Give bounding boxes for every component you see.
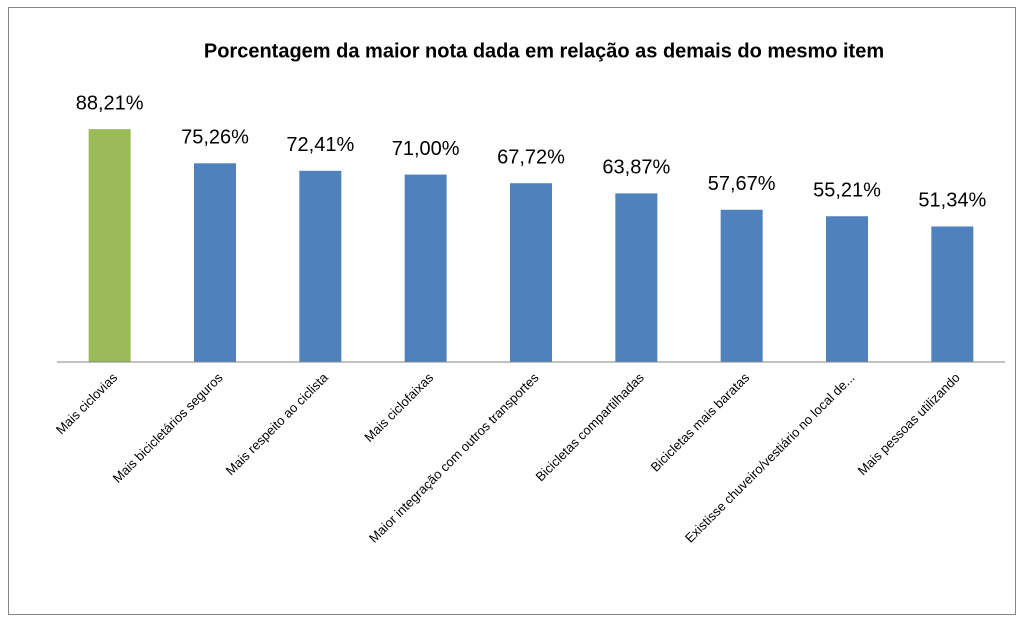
- bar: [720, 209, 763, 362]
- bar: [404, 174, 447, 362]
- chart-title: Porcentagem da maior nota dada em relaçã…: [204, 40, 884, 62]
- value-label: 57,67%: [708, 173, 776, 195]
- value-label: 75,26%: [181, 127, 249, 149]
- value-label: 55,21%: [813, 180, 881, 202]
- value-label: 51,34%: [918, 190, 986, 212]
- bar: [931, 226, 974, 362]
- value-label: 63,87%: [602, 157, 670, 179]
- value-label: 67,72%: [497, 147, 565, 169]
- bar: [88, 129, 131, 362]
- value-label: 88,21%: [76, 92, 144, 114]
- bar: [615, 193, 658, 362]
- bar: [510, 183, 552, 362]
- bar: [299, 170, 342, 362]
- bar: [826, 216, 868, 362]
- bar: [194, 163, 236, 362]
- value-label: 72,41%: [286, 134, 354, 156]
- value-label: 71,00%: [392, 138, 460, 160]
